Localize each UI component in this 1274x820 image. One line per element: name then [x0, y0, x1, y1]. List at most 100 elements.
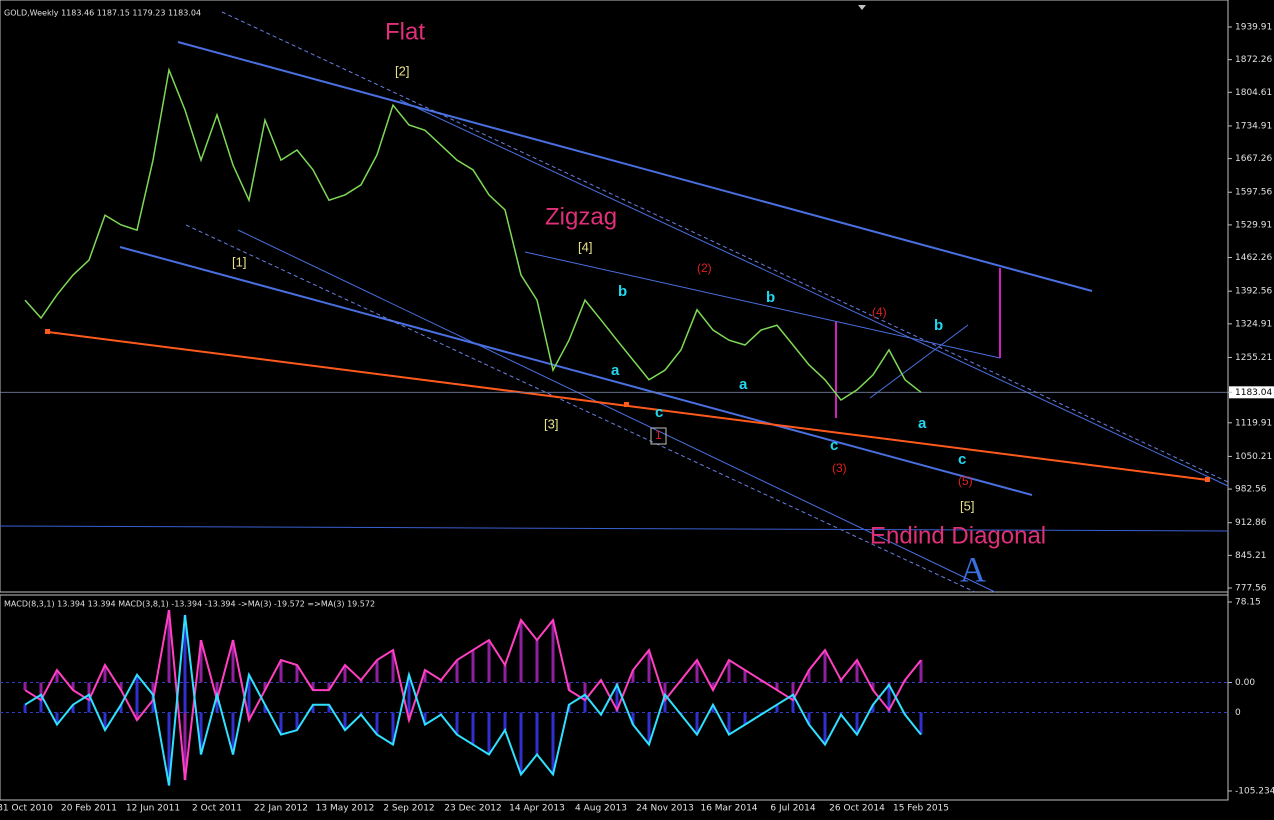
- histogram-bar: [695, 660, 699, 683]
- histogram-bar: [791, 694, 795, 713]
- x-tick-label: 6 Jul 2014: [770, 804, 815, 814]
- histogram-bar: [535, 712, 539, 755]
- histogram-bar: [855, 712, 859, 735]
- histogram-bar: [167, 712, 171, 786]
- histogram-bar: [39, 682, 43, 701]
- histogram-bar: [743, 670, 747, 683]
- histogram-bar: [631, 670, 635, 683]
- histogram-bar: [615, 684, 619, 713]
- histogram-bar: [631, 712, 635, 725]
- histogram-bar: [327, 682, 331, 691]
- histogram-bar: [199, 640, 203, 683]
- annotation: [4]: [578, 239, 592, 254]
- y-tick-label: 1597.56: [1235, 188, 1272, 198]
- histogram-bar: [743, 712, 747, 725]
- annotation: a: [611, 362, 620, 379]
- histogram-bar: [295, 712, 299, 731]
- histogram-bar: [279, 660, 283, 683]
- histogram-bar: [103, 712, 107, 731]
- annotation: (4): [872, 305, 887, 319]
- trend-lines: [0, 5, 1229, 593]
- annotation: (5): [958, 474, 973, 488]
- x-tick-label: 22 Jan 2012: [254, 804, 308, 814]
- y-tick-label: 1872.26: [1235, 55, 1272, 65]
- histogram-bar: [823, 712, 827, 745]
- histogram-bar: [471, 712, 475, 745]
- histogram-bar: [855, 660, 859, 683]
- histogram-bar: [375, 712, 379, 735]
- histogram-bar: [39, 694, 43, 713]
- annotation: (2): [697, 261, 712, 275]
- annotation: [5]: [960, 498, 974, 513]
- histogram-bar: [55, 670, 59, 683]
- y-tick-label: 1529.91: [1235, 220, 1272, 230]
- panel-title: GOLD,Weekly 1183.46 1187.15 1179.23 1183…: [4, 9, 201, 18]
- y-tick-label: 78.15: [1235, 597, 1261, 607]
- x-tick-label: 14 Apr 2013: [509, 804, 565, 814]
- price-label-bg: [1229, 386, 1274, 399]
- x-tick-label: 13 May 2012: [316, 804, 375, 814]
- histogram-bar: [135, 674, 139, 713]
- histogram-bar: [71, 682, 75, 691]
- histogram-bar: [471, 650, 475, 683]
- annotation: [3]: [544, 416, 558, 431]
- y-tick-label: 1119.91: [1235, 418, 1272, 428]
- histogram-bar: [103, 665, 107, 683]
- histogram-bar: [519, 620, 523, 683]
- histogram-bar: [871, 682, 875, 691]
- histogram-bar: [919, 712, 923, 735]
- annotation: A: [960, 549, 986, 589]
- histogram-bar: [55, 712, 59, 725]
- x-tick-label: 26 Oct 2014: [829, 804, 885, 814]
- histogram-bar: [183, 682, 187, 781]
- y-tick-label: -105.234: [1235, 787, 1274, 797]
- histogram-bar: [535, 640, 539, 683]
- x-tick-label: 4 Aug 2013: [575, 804, 627, 814]
- annotation: Zigzag: [545, 203, 617, 230]
- histogram-bar: [247, 674, 251, 713]
- histogram-bar: [583, 694, 587, 713]
- y-tick-label: 0.00: [1235, 678, 1255, 688]
- y-tick-label: 1324.91: [1235, 319, 1272, 329]
- histogram-bar: [263, 682, 267, 691]
- histogram-bar: [551, 620, 555, 683]
- histogram-bar: [647, 712, 651, 745]
- histogram-bar: [151, 682, 155, 701]
- y-tick-label: 1939.91: [1235, 23, 1272, 33]
- annotation: b: [934, 317, 943, 334]
- x-tick-label: 2 Oct 2011: [192, 804, 242, 814]
- histogram-bar: [343, 712, 347, 731]
- price-panel: [0, 0, 1229, 593]
- annotation: c: [655, 404, 663, 421]
- annotation: c: [958, 451, 966, 468]
- y-tick-label: 1255.21: [1235, 353, 1272, 363]
- histogram-bar: [375, 660, 379, 683]
- x-tick-label: 31 Oct 2010: [0, 804, 53, 814]
- histogram-bar: [199, 712, 203, 755]
- histogram-bar: [663, 694, 667, 713]
- histogram-bar: [263, 704, 267, 713]
- histogram-bar: [887, 684, 891, 713]
- histogram-bar: [487, 712, 491, 755]
- histogram-bar: [311, 704, 315, 713]
- annotation: c: [830, 437, 838, 454]
- histogram-bar: [775, 704, 779, 713]
- annotation: b: [618, 283, 627, 300]
- y-tick-label: 777.56: [1235, 584, 1267, 594]
- y-tick-label: 1462.26: [1235, 253, 1272, 263]
- histogram-bar: [119, 704, 123, 713]
- histogram-bar: [119, 682, 123, 691]
- histogram-bar: [807, 712, 811, 725]
- histogram-bar: [583, 682, 587, 701]
- histogram-bar: [295, 665, 299, 683]
- histogram-bar: [391, 712, 395, 745]
- histogram-bar: [871, 704, 875, 713]
- histogram-bar: [423, 670, 427, 683]
- histogram-bar: [343, 665, 347, 683]
- histogram-bar: [503, 712, 507, 731]
- histogram-bar: [279, 712, 283, 735]
- histogram-bar: [455, 660, 459, 683]
- histogram-bar: [167, 610, 171, 683]
- histogram-bar: [791, 682, 795, 701]
- x-tick-label: 20 Feb 2011: [61, 804, 117, 814]
